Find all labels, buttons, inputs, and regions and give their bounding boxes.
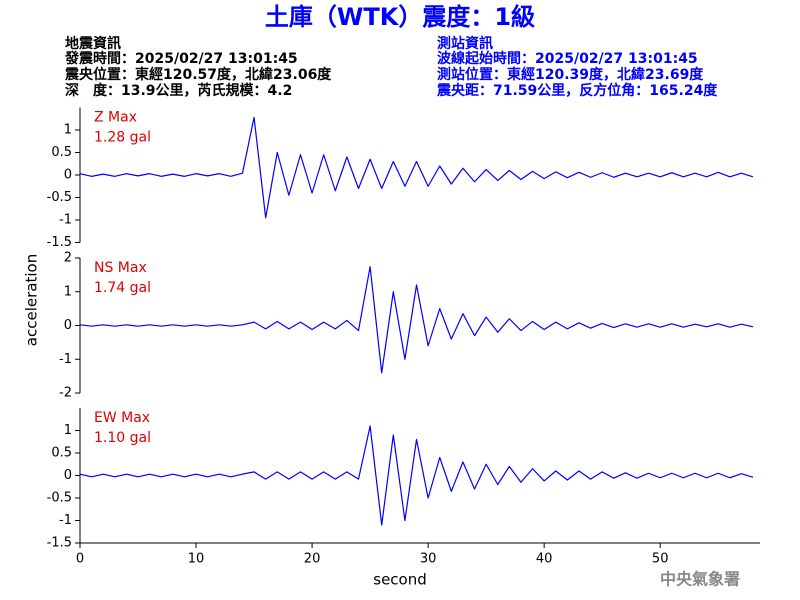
x-tick-label: 0 xyxy=(76,552,84,567)
y-tick-label: -1.5 xyxy=(47,536,72,551)
waveform xyxy=(79,425,754,526)
waveform xyxy=(79,266,754,374)
info-text: 地震資訊 xyxy=(65,35,121,52)
y-tick-label: 0 xyxy=(64,168,72,183)
max-label: Z Max xyxy=(94,110,137,126)
y-tick-label: 1 xyxy=(64,284,72,299)
info-text: 震央位置：東經120.57度，北緯23.06度 xyxy=(64,66,332,83)
max-value: 1.10 gal xyxy=(94,430,151,446)
x-axis-label: second xyxy=(373,571,427,589)
max-label: NS Max xyxy=(94,260,147,276)
info-text: 震央距：71.59公里，反方位角：165.24度 xyxy=(436,82,718,99)
waveform xyxy=(79,116,754,219)
y-tick-label: -1.5 xyxy=(47,235,72,250)
y-tick-label: -0.5 xyxy=(47,190,72,205)
info-text: 深 度：13.9公里，芮氏規模：4.2 xyxy=(65,82,292,99)
y-tick-label: -1 xyxy=(59,213,72,228)
y-tick-label: -1 xyxy=(59,513,72,528)
max-value: 1.74 gal xyxy=(94,280,151,296)
x-tick-label: 50 xyxy=(652,552,669,567)
y-tick-label: 0 xyxy=(64,468,72,483)
info-text: 測站資訊 xyxy=(437,35,493,52)
y-tick-label: -0.5 xyxy=(47,491,72,506)
y-axis-label: acceleration xyxy=(23,254,41,346)
y-tick-label: 0.5 xyxy=(51,145,72,160)
y-tick-label: 1 xyxy=(64,423,72,438)
y-tick-label: 0.5 xyxy=(51,446,72,461)
info-text: 測站位置：東經120.39度，北緯23.69度 xyxy=(437,66,704,83)
y-tick-label: -2 xyxy=(59,386,72,401)
x-tick-label: 30 xyxy=(420,552,437,567)
x-tick-label: 20 xyxy=(304,552,321,567)
chart-title: 土庫（WTK）震度：1級 xyxy=(265,3,535,31)
max-label: EW Max xyxy=(94,410,150,426)
x-tick-label: 10 xyxy=(188,552,205,567)
y-tick-label: -1 xyxy=(59,352,72,367)
info-text: 發震時間：2025/02/27 13:01:45 xyxy=(64,50,298,67)
y-tick-label: 2 xyxy=(64,251,72,266)
y-tick-label: 0 xyxy=(64,318,72,333)
x-tick-label: 40 xyxy=(536,552,553,567)
max-value: 1.28 gal xyxy=(94,130,151,146)
info-text: 波線起始時間：2025/02/27 13:01:45 xyxy=(437,50,698,67)
y-tick-label: 1 xyxy=(64,123,72,138)
watermark: 中央氣象署 xyxy=(660,570,740,589)
